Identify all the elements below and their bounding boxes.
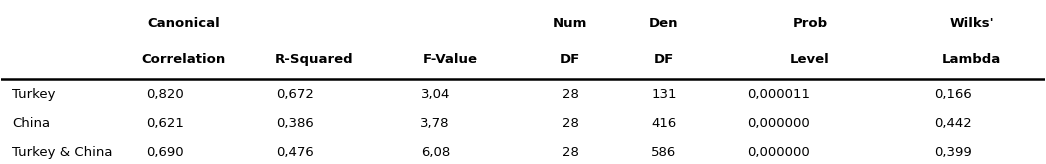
Text: 0,690: 0,690 [146, 146, 184, 159]
Text: Wilks': Wilks' [950, 17, 994, 30]
Text: Turkey: Turkey [12, 88, 55, 101]
Text: R-Squared: R-Squared [275, 53, 354, 66]
Text: 3,78: 3,78 [420, 117, 450, 130]
Text: 0,621: 0,621 [146, 117, 184, 130]
Text: 0,672: 0,672 [276, 88, 315, 101]
Text: Correlation: Correlation [142, 53, 226, 66]
Text: 3,04: 3,04 [420, 88, 450, 101]
Text: Den: Den [650, 17, 679, 30]
Text: 6,08: 6,08 [420, 146, 450, 159]
Text: 0,399: 0,399 [934, 146, 972, 159]
Text: 0,000000: 0,000000 [747, 146, 810, 159]
Text: Lambda: Lambda [942, 53, 1001, 66]
Text: 0,386: 0,386 [276, 117, 315, 130]
Text: Prob: Prob [792, 17, 827, 30]
Text: 28: 28 [562, 146, 578, 159]
Text: 586: 586 [652, 146, 677, 159]
Text: F-Value: F-Value [423, 53, 477, 66]
Text: 416: 416 [652, 117, 677, 130]
Text: Level: Level [790, 53, 829, 66]
Text: DF: DF [654, 53, 674, 66]
Text: Turkey & China: Turkey & China [12, 146, 112, 159]
Text: 0,476: 0,476 [276, 146, 315, 159]
Text: 0,442: 0,442 [934, 117, 972, 130]
Text: China: China [12, 117, 50, 130]
Text: 28: 28 [562, 88, 578, 101]
Text: 0,820: 0,820 [146, 88, 184, 101]
Text: DF: DF [560, 53, 581, 66]
Text: 28: 28 [562, 117, 578, 130]
Text: 0,166: 0,166 [934, 88, 972, 101]
Text: 131: 131 [651, 88, 677, 101]
Text: 0,000011: 0,000011 [747, 88, 810, 101]
Text: Canonical: Canonical [147, 17, 221, 30]
Text: Num: Num [552, 17, 587, 30]
Text: 0,000000: 0,000000 [747, 117, 810, 130]
